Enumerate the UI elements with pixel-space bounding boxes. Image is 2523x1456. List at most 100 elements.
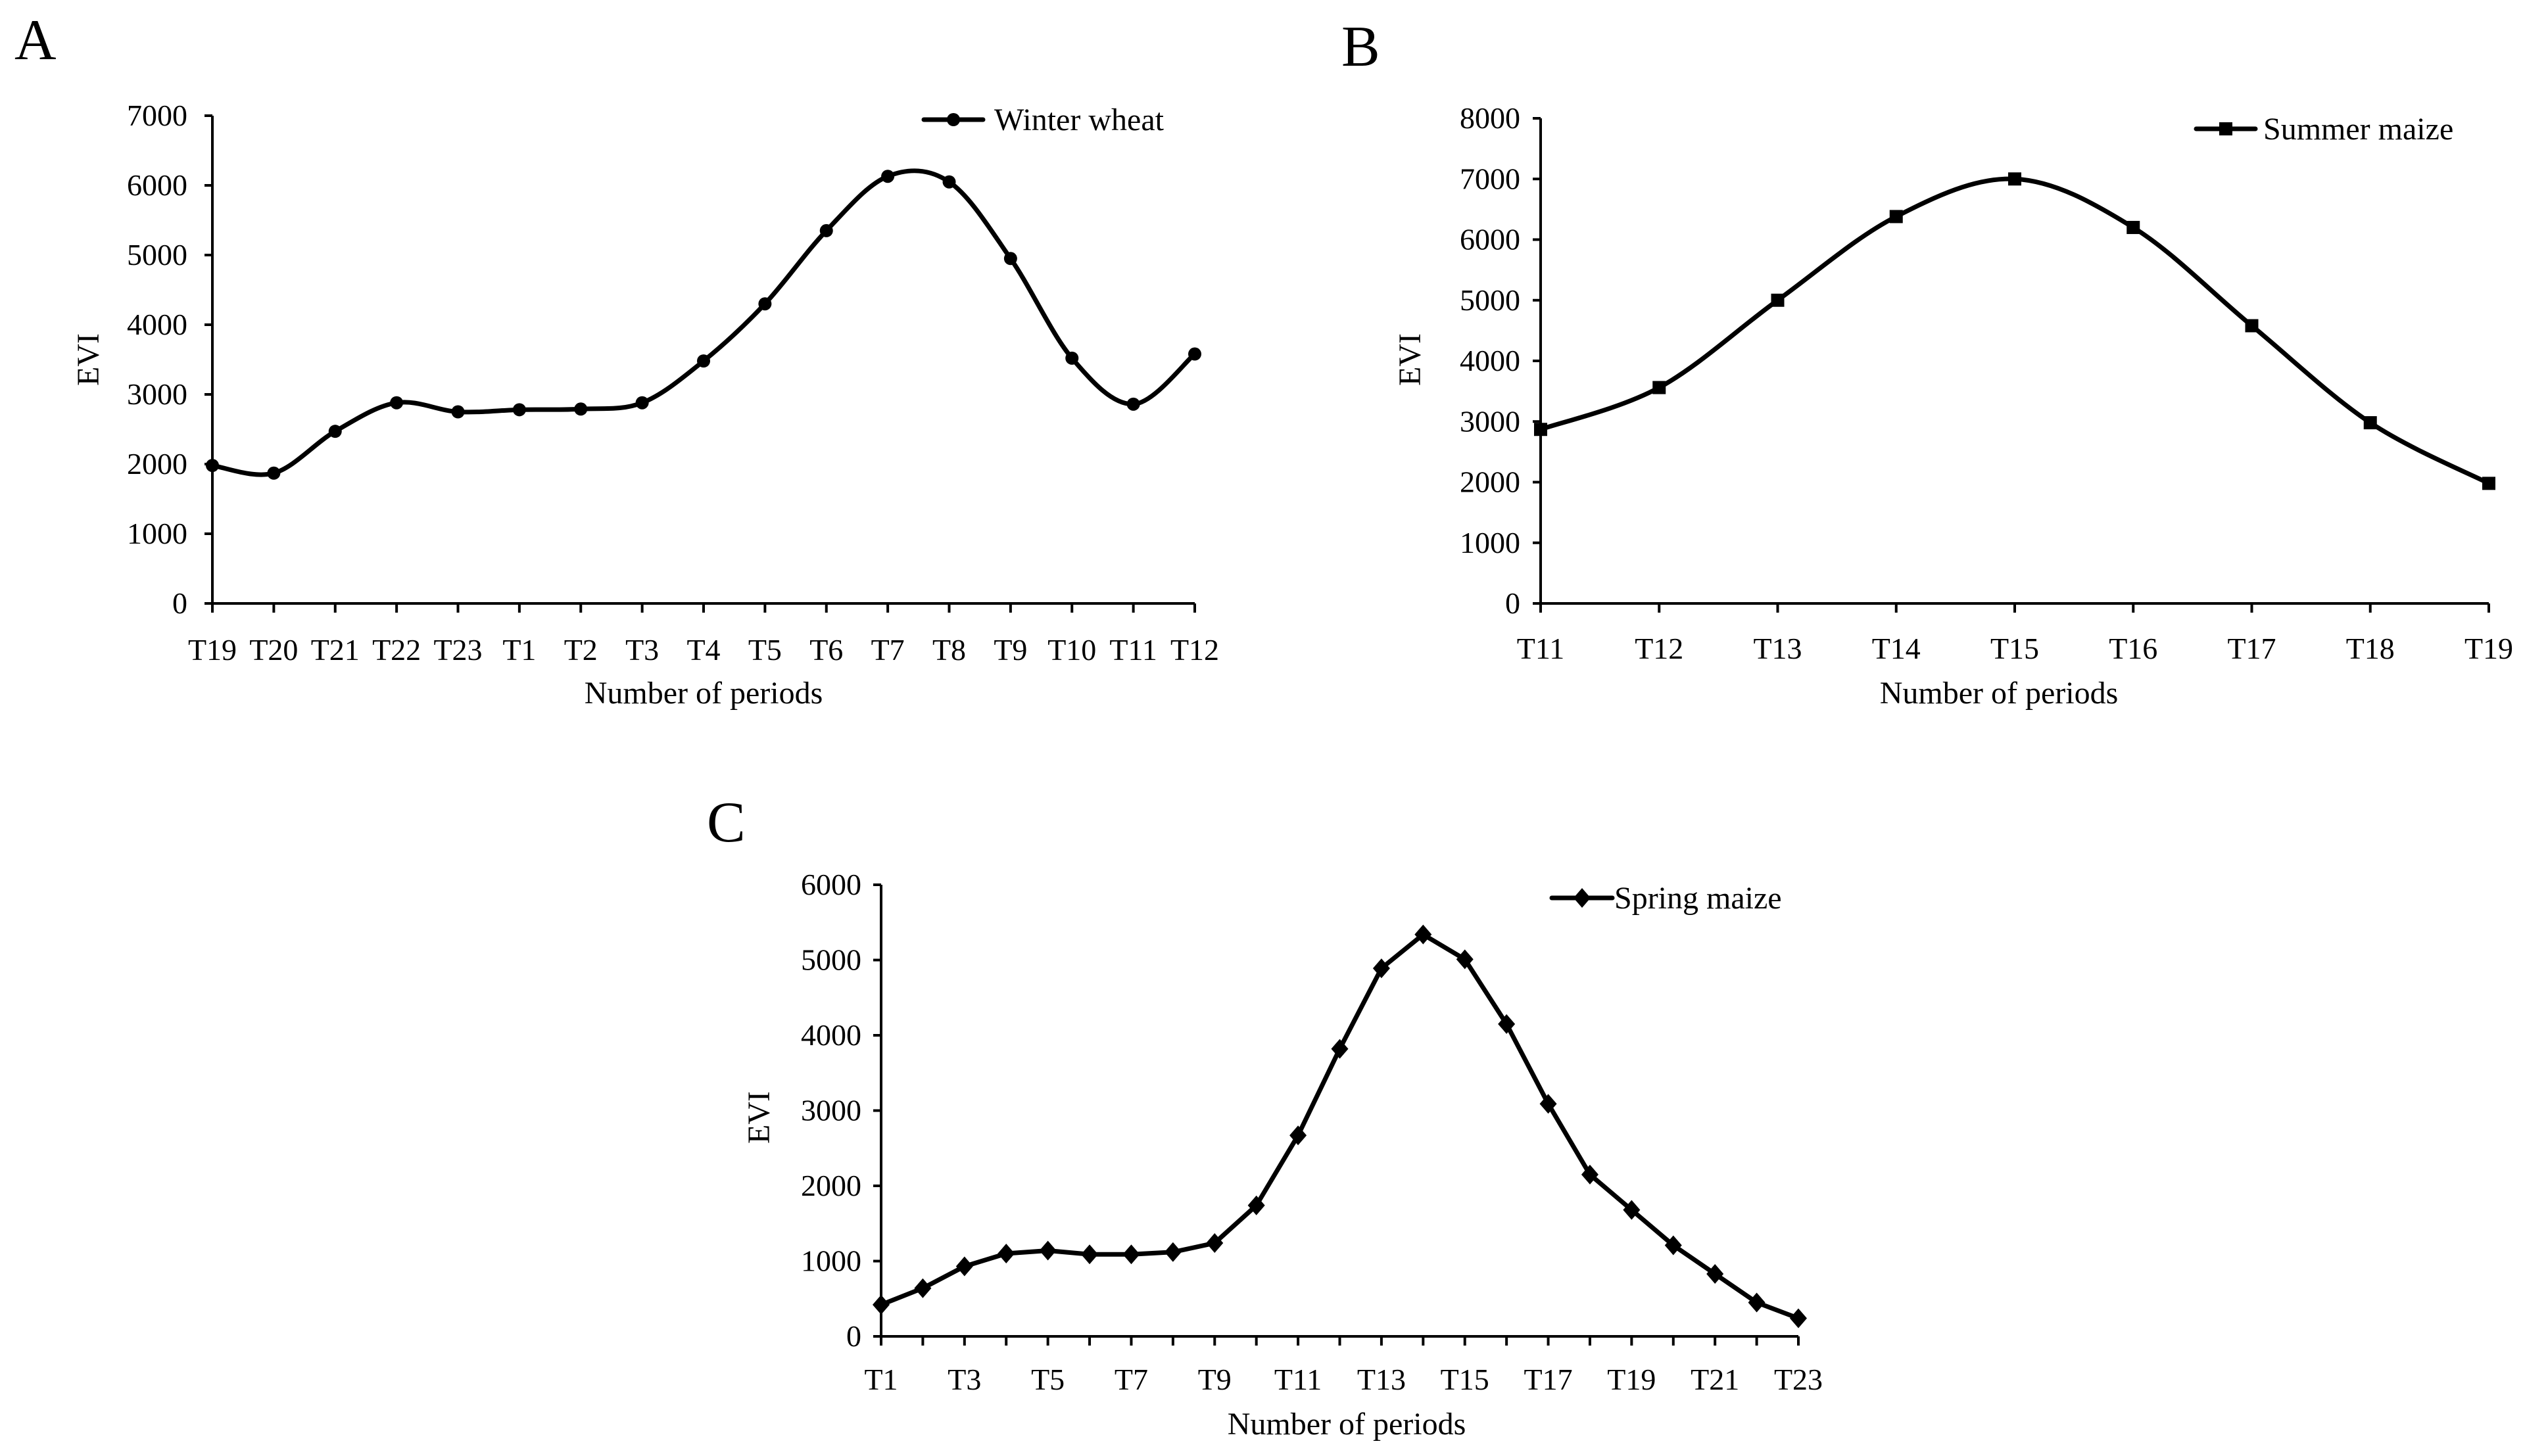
data-point-b <box>2482 477 2495 490</box>
data-point-b <box>2008 172 2021 186</box>
x-tick-label: T1 <box>864 1363 898 1396</box>
y-tick-label: 0 <box>846 1319 861 1353</box>
y-tick-label: 3000 <box>1460 404 1520 438</box>
x-tick-label: T19 <box>1607 1363 1656 1396</box>
y-tick-label: 0 <box>172 586 187 620</box>
data-point-a <box>1065 351 1079 365</box>
y-tick-label: 7000 <box>1460 162 1520 195</box>
data-point-b <box>2363 416 2377 430</box>
data-point-a <box>819 223 833 237</box>
x-tick-label: T9 <box>1198 1363 1232 1396</box>
x-tick-label: T23 <box>1774 1363 1823 1396</box>
x-axis-title: Number of periods <box>1228 1407 1466 1442</box>
data-point-c <box>1039 1240 1057 1261</box>
data-point-c <box>1748 1292 1766 1313</box>
x-tick-label: T12 <box>1170 633 1219 667</box>
x-tick-label: T20 <box>249 633 298 667</box>
data-point-c <box>1206 1233 1224 1254</box>
x-tick-label: T3 <box>625 633 659 667</box>
x-tick-label: T19 <box>2464 632 2513 665</box>
x-axis-title: Number of periods <box>1880 676 2119 711</box>
legend-marker <box>947 113 960 126</box>
legend-label: Winter wheat <box>994 103 1165 137</box>
y-tick-label: 3000 <box>801 1094 861 1127</box>
panel-letter-b: B <box>1341 15 1380 79</box>
x-tick-label: T17 <box>2227 632 2276 665</box>
data-point-c <box>1790 1308 1807 1328</box>
series-line-b <box>1538 176 2491 486</box>
chart-panel-b: B 0 1000 2000 3000 4000 5000 6000 7000 8000 T11 T1… <box>1341 15 2513 711</box>
plot-area-c: 0 1000 2000 3000 4000 5000 6000 T1 T3 T5 T7 T9 T11 T1… <box>742 868 1823 1442</box>
x-tick-label: T17 <box>1524 1363 1572 1396</box>
x-tick-label: T6 <box>809 633 843 667</box>
legend-marker <box>1574 888 1591 908</box>
x-tick-label: T7 <box>1115 1363 1148 1396</box>
x-tick-label: T12 <box>1635 632 1683 665</box>
y-tick-label: 1000 <box>801 1244 861 1278</box>
x-tick-label: T3 <box>948 1363 981 1396</box>
data-point-a <box>942 175 956 189</box>
legend-label: Summer maize <box>2263 112 2453 147</box>
y-axis-title: EVI <box>71 333 106 386</box>
data-point-c <box>1539 1094 1557 1114</box>
data-point-b <box>1889 210 1903 223</box>
y-tick-label: 5000 <box>1460 283 1520 317</box>
x-tick-label: T21 <box>1691 1363 1739 1396</box>
data-point-c <box>1414 924 1432 945</box>
data-point-c <box>1581 1164 1598 1185</box>
data-point-a <box>697 354 710 368</box>
data-point-c <box>1498 1014 1516 1034</box>
legend-a: Winter wheat <box>921 103 1165 137</box>
data-point-a <box>206 459 219 473</box>
y-tick-label: 2000 <box>801 1169 861 1202</box>
y-tick-label: 2000 <box>127 447 187 481</box>
x-tick-label: T2 <box>564 633 598 667</box>
x-tick-label: T23 <box>433 633 482 667</box>
x-tick-label: T13 <box>1357 1363 1406 1396</box>
data-point-a <box>758 297 772 311</box>
y-tick-label: 4000 <box>1460 344 1520 377</box>
data-point-c <box>1247 1195 1265 1215</box>
data-point-b <box>1771 293 1785 307</box>
x-tick-label: T10 <box>1047 633 1096 667</box>
x-tick-label: T15 <box>1990 632 2039 665</box>
x-tick-label: T11 <box>1517 632 1564 665</box>
x-tick-label: T21 <box>311 633 360 667</box>
data-point-c <box>873 1294 890 1315</box>
x-tick-label: T4 <box>686 633 720 667</box>
y-tick-label: 6000 <box>1460 223 1520 256</box>
data-point-a <box>1126 397 1140 411</box>
data-point-a <box>635 396 649 410</box>
x-tick-label: T13 <box>1753 632 1802 665</box>
data-point-c <box>1456 949 1474 970</box>
data-point-a <box>512 403 526 417</box>
y-tick-label: 4000 <box>127 308 187 341</box>
x-tick-label: T11 <box>1109 633 1157 667</box>
data-point-c <box>955 1256 973 1277</box>
series-line-c <box>878 932 1801 1321</box>
data-point-c <box>997 1244 1015 1264</box>
data-point-c <box>1331 1039 1349 1059</box>
chart-panel-c: C 0 1000 2000 3000 4000 5000 6000 T1 T3 T5 T7 T9 T11… <box>707 791 1823 1442</box>
data-point-c <box>1122 1244 1140 1265</box>
x-axis-title: Number of periods <box>585 676 823 711</box>
legend-b: Summer maize <box>2194 112 2453 147</box>
data-point-a <box>451 405 465 419</box>
x-tick-label: T7 <box>871 633 905 667</box>
legend-label: Spring maize <box>1614 881 1782 916</box>
data-point-b <box>1534 423 1547 436</box>
data-point-a <box>267 466 281 480</box>
x-tick-label: T19 <box>188 633 237 667</box>
y-tick-label: 7000 <box>127 99 187 132</box>
x-tick-label: T9 <box>994 633 1027 667</box>
data-point-a <box>574 402 588 416</box>
data-point-c <box>1706 1263 1724 1284</box>
plot-area-a: 0 1000 2000 3000 4000 5000 6000 7000 T19 T20 T21 T2… <box>71 99 1219 711</box>
x-tick-label: T5 <box>748 633 782 667</box>
x-tick-label: T15 <box>1441 1363 1489 1396</box>
y-axis-title: EVI <box>742 1091 777 1144</box>
y-tick-label: 5000 <box>127 238 187 271</box>
plot-area-b: 0 1000 2000 3000 4000 5000 6000 7000 8000 T11 T12 T… <box>1393 101 2513 711</box>
y-tick-label: 3000 <box>127 377 187 411</box>
